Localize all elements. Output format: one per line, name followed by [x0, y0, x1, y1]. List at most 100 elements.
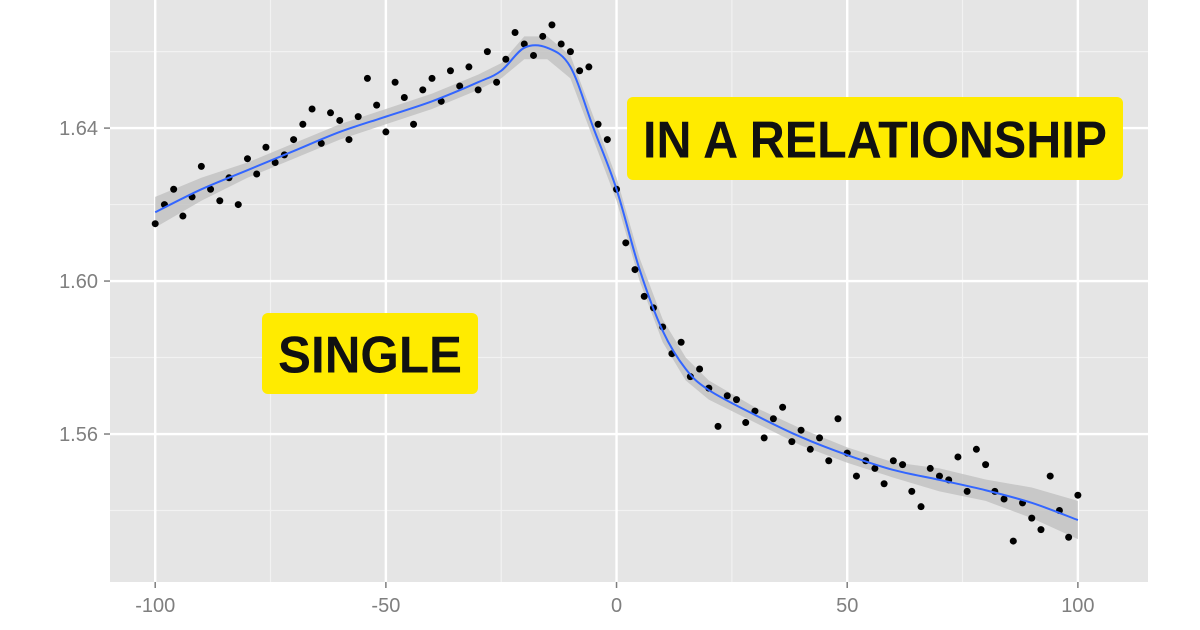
data-point [926, 464, 934, 472]
data-point [825, 457, 833, 465]
data-point [317, 139, 325, 147]
x-tick-label: -50 [371, 595, 400, 617]
data-point [585, 63, 593, 71]
x-tick-label: 0 [611, 595, 622, 617]
data-point [520, 40, 528, 48]
data-point [465, 63, 473, 71]
data-point [271, 159, 279, 167]
data-point [696, 365, 704, 373]
y-tick-label: 1.64 [59, 118, 98, 140]
y-tick-label: 1.60 [59, 271, 98, 293]
data-point [686, 373, 694, 381]
data-point [963, 487, 971, 495]
data-point [871, 464, 879, 472]
data-point [566, 48, 574, 56]
data-point [299, 120, 307, 128]
data-point [354, 113, 362, 121]
data-point [1046, 472, 1054, 480]
data-point [207, 185, 215, 193]
data-point [594, 120, 602, 128]
x-tick-label: 50 [836, 595, 858, 617]
data-point [834, 415, 842, 423]
data-point [391, 78, 399, 86]
data-point [437, 97, 445, 105]
annotation-box [627, 97, 1123, 180]
data-point [243, 155, 251, 163]
data-point [889, 457, 897, 465]
data-point [908, 487, 916, 495]
data-point [400, 94, 408, 102]
data-point [1037, 526, 1045, 534]
data-point [935, 472, 943, 480]
data-point [474, 86, 482, 94]
data-point [917, 503, 925, 511]
data-point [557, 40, 565, 48]
data-point [1000, 495, 1008, 503]
data-point [622, 239, 630, 247]
y-tick-label: 1.56 [59, 424, 98, 446]
data-point [806, 445, 814, 453]
annotation-text: SINGLE [278, 327, 462, 385]
data-point [972, 445, 980, 453]
data-point [1065, 533, 1073, 541]
data-point [982, 461, 990, 469]
data-point [502, 55, 510, 63]
data-point [788, 438, 796, 446]
data-point [179, 212, 187, 220]
data-point [419, 86, 427, 94]
data-point [410, 120, 418, 128]
data-point [345, 136, 353, 144]
data-point [760, 434, 768, 442]
data-point [899, 461, 907, 469]
x-tick-label: 100 [1061, 595, 1094, 617]
data-point [640, 292, 648, 300]
data-point [576, 67, 584, 75]
confidence-band [155, 36, 1078, 540]
data-point [677, 338, 685, 346]
data-point [290, 136, 298, 144]
data-point [428, 74, 436, 82]
data-point [511, 29, 519, 37]
data-point [539, 32, 547, 40]
data-point [151, 220, 159, 228]
data-point [954, 453, 962, 461]
data-point [483, 48, 491, 56]
data-point [723, 392, 731, 400]
data-point [262, 143, 270, 151]
data-point [603, 136, 611, 144]
data-point [530, 51, 538, 59]
data-point [382, 128, 390, 136]
data-point [779, 403, 787, 411]
data-point [797, 426, 805, 434]
smooth-line [154, 44, 1079, 521]
data-point [253, 170, 261, 178]
data-point [446, 67, 454, 75]
data-point [742, 419, 750, 427]
data-point [769, 415, 777, 423]
data-point [363, 74, 371, 82]
data-point [1028, 514, 1036, 522]
data-point [880, 480, 888, 488]
annotation-box [262, 313, 478, 394]
data-point [327, 109, 335, 117]
data-point [456, 82, 464, 90]
data-point [1009, 537, 1017, 545]
data-point [234, 201, 242, 209]
data-point [852, 472, 860, 480]
x-tick-label: -100 [135, 595, 175, 617]
data-point [631, 266, 639, 274]
data-point [216, 197, 224, 205]
data-point [1074, 491, 1082, 499]
data-point [751, 407, 759, 415]
data-point [170, 185, 178, 193]
data-point [373, 101, 381, 109]
data-point [714, 422, 722, 430]
data-point [493, 78, 501, 86]
data-point [197, 162, 205, 170]
annotation-text: IN A RELATIONSHIP [643, 112, 1107, 170]
data-point [308, 105, 316, 113]
data-point [816, 434, 824, 442]
data-point [336, 116, 344, 124]
